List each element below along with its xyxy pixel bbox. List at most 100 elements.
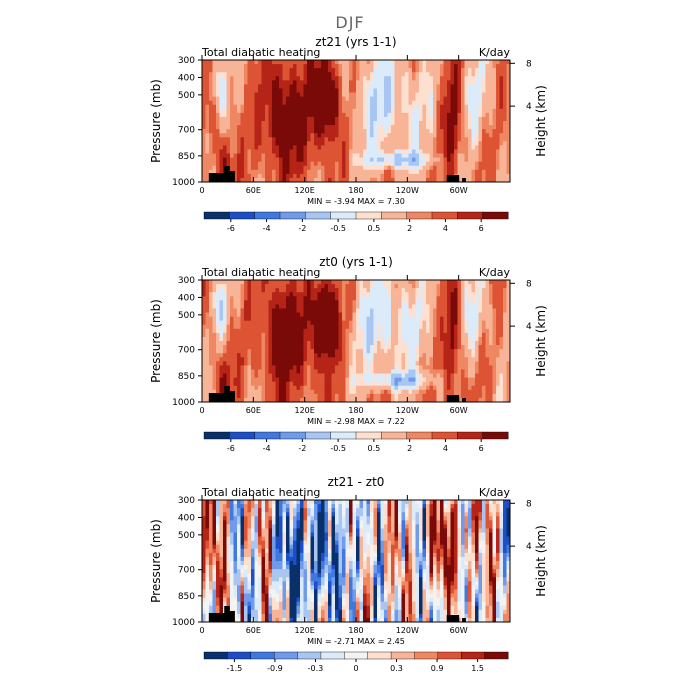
heatmap-cell	[216, 292, 220, 297]
heatmap-cell	[254, 288, 259, 293]
heatmap-cell	[475, 161, 479, 167]
heatmap-cell	[247, 345, 252, 350]
heatmap-cell	[398, 149, 402, 154]
heatmap-cell	[244, 112, 248, 118]
heatmap-cell	[286, 377, 290, 383]
heatmap-cell	[447, 76, 451, 81]
heatmap-cell	[289, 60, 294, 65]
heatmap-cell	[345, 304, 350, 309]
heatmap-cell	[293, 373, 297, 378]
heatmap-cell	[219, 324, 224, 330]
heatmap-cell	[352, 349, 357, 354]
heatmap-cell	[482, 116, 486, 122]
heatmap-cell	[366, 100, 371, 106]
heatmap-cell	[468, 104, 472, 110]
heatmap-cell	[317, 129, 322, 134]
heatmap-cell	[408, 88, 413, 93]
heatmap-cell	[366, 373, 371, 378]
heatmap-cell	[338, 345, 343, 350]
heatmap-cell	[405, 292, 409, 297]
heatmap-cell	[363, 300, 367, 305]
heatmap-cell	[286, 284, 290, 289]
heatmap-cell	[251, 125, 255, 130]
heatmap-cell	[440, 137, 444, 142]
heatmap-cell	[209, 84, 213, 89]
heatmap-cell	[503, 80, 507, 85]
heatmap-cell	[398, 393, 402, 399]
heatmap-cell	[289, 369, 294, 374]
heatmap-cell	[219, 389, 224, 395]
heatmap-cell	[373, 76, 378, 81]
heatmap-cell	[286, 157, 290, 163]
heatmap-cell	[251, 133, 255, 138]
heatmap-cell	[461, 76, 465, 81]
heatmap-cell	[391, 145, 395, 150]
heatmap-cell	[279, 96, 283, 102]
heatmap-cell	[478, 133, 483, 138]
heatmap-cell	[412, 129, 416, 134]
heatmap-cell	[387, 341, 392, 346]
heatmap-cell	[314, 288, 318, 293]
heatmap-cell	[321, 365, 325, 370]
heatmap-cell	[363, 389, 367, 395]
heatmap-cell	[370, 365, 374, 370]
heatmap-cell	[370, 308, 374, 313]
heatmap-cell	[226, 345, 231, 350]
heatmap-cell	[461, 173, 465, 179]
heatmap-cell	[464, 116, 469, 122]
heatmap-cell	[307, 381, 311, 387]
heatmap-cell	[443, 60, 448, 65]
heatmap-cell	[279, 320, 283, 326]
heatmap-cell	[293, 64, 297, 69]
heatmap-cell	[436, 320, 441, 326]
heatmap-cell	[331, 320, 336, 326]
heatmap-cell	[219, 157, 224, 163]
heatmap-cell	[300, 389, 304, 395]
heatmap-cell	[387, 369, 392, 374]
heatmap-cell	[258, 336, 262, 342]
heatmap-cell	[426, 96, 430, 102]
heatmap-cell	[216, 288, 220, 293]
heatmap-cell	[258, 381, 262, 387]
heatmap-cell	[317, 336, 322, 342]
heatmap-cell	[433, 121, 437, 126]
heatmap-cell	[321, 381, 325, 387]
heatmap-cell	[394, 157, 399, 163]
heatmap-cell	[412, 308, 416, 313]
heatmap-cell	[496, 165, 500, 171]
heatmap-cell	[450, 385, 455, 391]
heatmap-cell	[240, 137, 245, 142]
heatmap-cell	[380, 324, 385, 330]
heatmap-cell	[209, 320, 213, 326]
heatmap-cell	[342, 385, 346, 391]
heatmap-cell	[443, 332, 448, 338]
heatmap-cell	[387, 381, 392, 387]
heatmap-cell	[419, 353, 423, 358]
heatmap-cell	[244, 84, 248, 89]
heatmap-cell	[205, 381, 210, 387]
heatmap-cell	[370, 377, 374, 383]
heatmap-cell	[384, 300, 388, 305]
heatmap-cell	[363, 92, 367, 97]
heatmap-cell	[338, 84, 343, 89]
heatmap-cell	[356, 304, 360, 309]
heatmap-cell	[296, 349, 301, 354]
heatmap-cell	[356, 129, 360, 134]
heatmap-cell	[471, 60, 476, 65]
heatmap-cell	[352, 393, 357, 399]
heatmap-cell	[506, 153, 511, 158]
heatmap-cell	[485, 92, 490, 97]
heatmap-cell	[314, 108, 318, 114]
heatmap-cell	[212, 292, 217, 297]
heatmap-cell	[240, 296, 245, 301]
heatmap-cell	[212, 100, 217, 106]
heatmap-cell	[324, 332, 329, 338]
heatmap-cell	[482, 125, 486, 130]
heatmap-cell	[317, 324, 322, 330]
heatmap-cell	[251, 100, 255, 106]
heatmap-cell	[265, 141, 269, 146]
heatmap-cell	[251, 300, 255, 305]
heatmap-cell	[359, 177, 364, 183]
heatmap-cell	[338, 288, 343, 293]
heatmap-cell	[307, 308, 311, 313]
